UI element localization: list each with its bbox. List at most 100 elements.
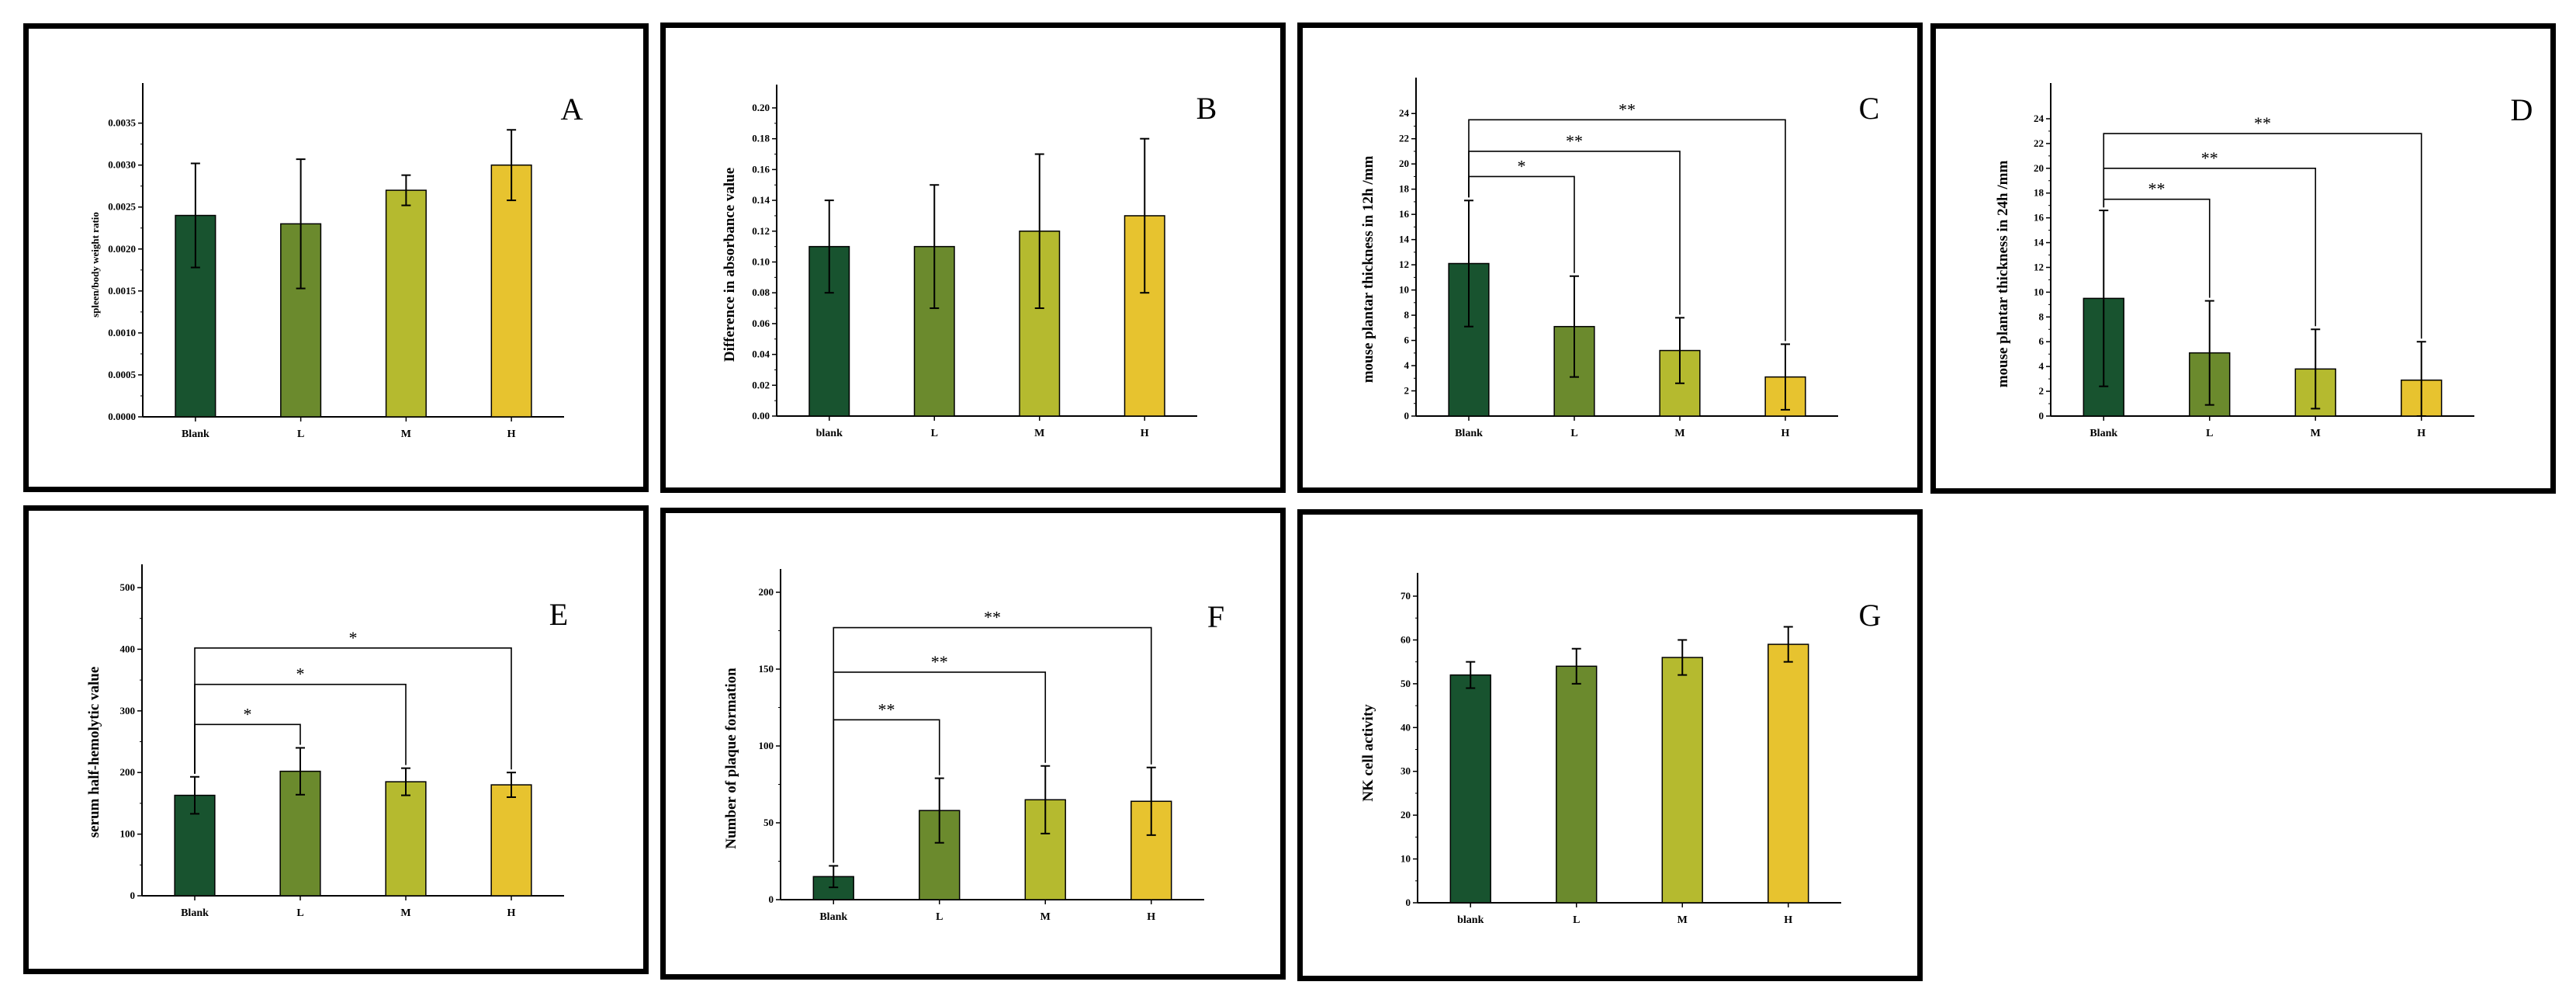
x-category-label: M [400, 907, 410, 919]
y-tick-label: 0.0025 [108, 201, 136, 213]
y-tick-label: 50 [763, 817, 774, 828]
y-axis-label: spleen/body weight ratio [89, 212, 101, 317]
y-tick-label: 22 [1399, 133, 1409, 144]
y-axis-label: serum half-hemolytic value [86, 667, 102, 838]
y-tick-label: 0.0010 [108, 327, 136, 338]
y-tick-label: 70 [1401, 590, 1411, 602]
x-category-label: L [297, 428, 304, 440]
y-tick-label: 20 [1399, 158, 1409, 169]
x-category-label: H [1781, 428, 1790, 439]
y-tick-label: 20 [1401, 809, 1411, 820]
panel-letter-c: C [1859, 91, 1880, 126]
y-tick-label: 0.0030 [108, 159, 136, 171]
chart-panel-g: NK cell activity G 0 10 20 30 40 50 60 70 blank L… [1297, 509, 1923, 981]
y-tick-label: 150 [759, 663, 774, 675]
y-tick-label: 0.0000 [108, 411, 136, 422]
x-category-label: H [507, 428, 516, 440]
y-tick-label: 24 [1399, 107, 1410, 119]
y-tick-label: 4 [1404, 359, 1410, 371]
chart-panel-a: spleen/body weight ratio A 0.0000 0.0005 0… [23, 23, 649, 492]
y-tick-label: 16 [2034, 212, 2045, 224]
y-axis-label: Number of plaque formation [723, 668, 739, 849]
y-tick-label: 4 [2039, 360, 2045, 372]
y-tick-label: 40 [1401, 721, 1411, 733]
x-category-label: H [1147, 911, 1155, 923]
y-tick-label: 30 [1401, 765, 1411, 777]
significance-label: ** [878, 699, 895, 719]
panel-letter-d: D [2511, 92, 2533, 127]
significance-bracket [1468, 175, 1575, 273]
y-tick-label: 0.12 [752, 225, 770, 237]
chart-svg-c: mouse plantar thickness in 12h /mm C 024… [1360, 78, 1880, 439]
y-axis-label: mouse plantar thickness in 12h /mm [1360, 156, 1376, 383]
x-category-label: Blank [1455, 428, 1483, 439]
y-tick-label: 0 [1406, 897, 1411, 908]
panel-letter-e: E [549, 597, 568, 632]
x-category-label: H [2417, 428, 2425, 439]
bar [385, 189, 427, 418]
bar [490, 164, 532, 418]
x-category-label: M [1678, 914, 1688, 926]
y-tick-label: 100 [759, 740, 774, 751]
bar [385, 781, 427, 897]
chart-svg-f: Number of plaque formation F 0 50 100 150 20… [723, 569, 1224, 923]
significance-label: ** [931, 652, 948, 671]
y-tick-label: 0 [2039, 410, 2045, 421]
y-tick-label: 10 [1399, 284, 1409, 296]
x-category-label: M [2311, 428, 2321, 439]
y-axis-label: Difference in absorbance value [722, 168, 738, 362]
y-tick-label: 0 [130, 890, 136, 901]
y-tick-label: 0.0020 [108, 243, 136, 255]
significance-bracket [833, 626, 1152, 863]
x-category-label: L [931, 428, 938, 439]
y-tick-label: 20 [2034, 162, 2044, 174]
y-tick-label: 0.08 [752, 286, 770, 298]
x-category-label: L [2206, 428, 2213, 439]
y-tick-label: 6 [1404, 335, 1410, 346]
panel-letter-a: A [561, 92, 583, 127]
y-tick-label: 8 [1404, 309, 1410, 321]
y-tick-label: 200 [759, 586, 774, 598]
x-category-label: H [1141, 428, 1149, 439]
x-category-label: Blank [2090, 428, 2117, 439]
y-tick-label: 100 [120, 828, 136, 840]
x-category-label: blank [1457, 914, 1484, 926]
chart-panel-b: Difference in absorbance value B 0.00 0.0… [660, 23, 1286, 493]
bar [490, 784, 532, 897]
chart-svg-b: Difference in absorbance value B 0.00 0.0… [722, 85, 1217, 439]
y-tick-label: 18 [1399, 183, 1410, 195]
y-tick-label: 12 [2034, 261, 2044, 272]
significance-bracket [2103, 133, 2422, 339]
y-tick-label: 400 [120, 643, 136, 654]
y-tick-label: 0.0015 [108, 285, 136, 297]
y-tick-label: 8 [2039, 310, 2045, 322]
y-tick-label: 0.04 [752, 349, 770, 360]
y-axis-label: mouse plantar thickness in 24h /mm [1995, 161, 2011, 388]
significance-label: ** [1619, 99, 1636, 119]
y-tick-label: 14 [1399, 234, 1410, 245]
y-tick-label: 0.0005 [108, 369, 136, 380]
significance-label: * [244, 704, 252, 723]
x-category-label: L [1570, 428, 1577, 439]
y-tick-label: 16 [1399, 208, 1410, 220]
x-category-label: L [936, 911, 943, 923]
y-tick-label: 24 [2034, 113, 2045, 124]
y-tick-label: 12 [1399, 258, 1409, 270]
y-tick-label: 200 [120, 766, 136, 778]
x-category-label: L [296, 907, 303, 919]
y-tick-label: 500 [120, 581, 136, 593]
significance-bracket [2103, 198, 2211, 298]
y-tick-label: 0.06 [752, 317, 770, 329]
y-tick-label: 6 [2039, 335, 2045, 347]
y-tick-label: 2 [2039, 385, 2045, 397]
chart-panel-e: serum half-hemolytic value E 0 100 200 300 4… [23, 505, 649, 974]
x-category-label: blank [816, 428, 843, 439]
x-category-label: L [1573, 914, 1580, 926]
y-tick-label: 300 [120, 705, 136, 716]
bar [1768, 643, 1809, 904]
x-category-label: Blank [819, 911, 847, 923]
y-tick-label: 50 [1401, 678, 1411, 689]
significance-bracket [1468, 119, 1786, 342]
y-tick-label: 0.14 [752, 194, 770, 206]
